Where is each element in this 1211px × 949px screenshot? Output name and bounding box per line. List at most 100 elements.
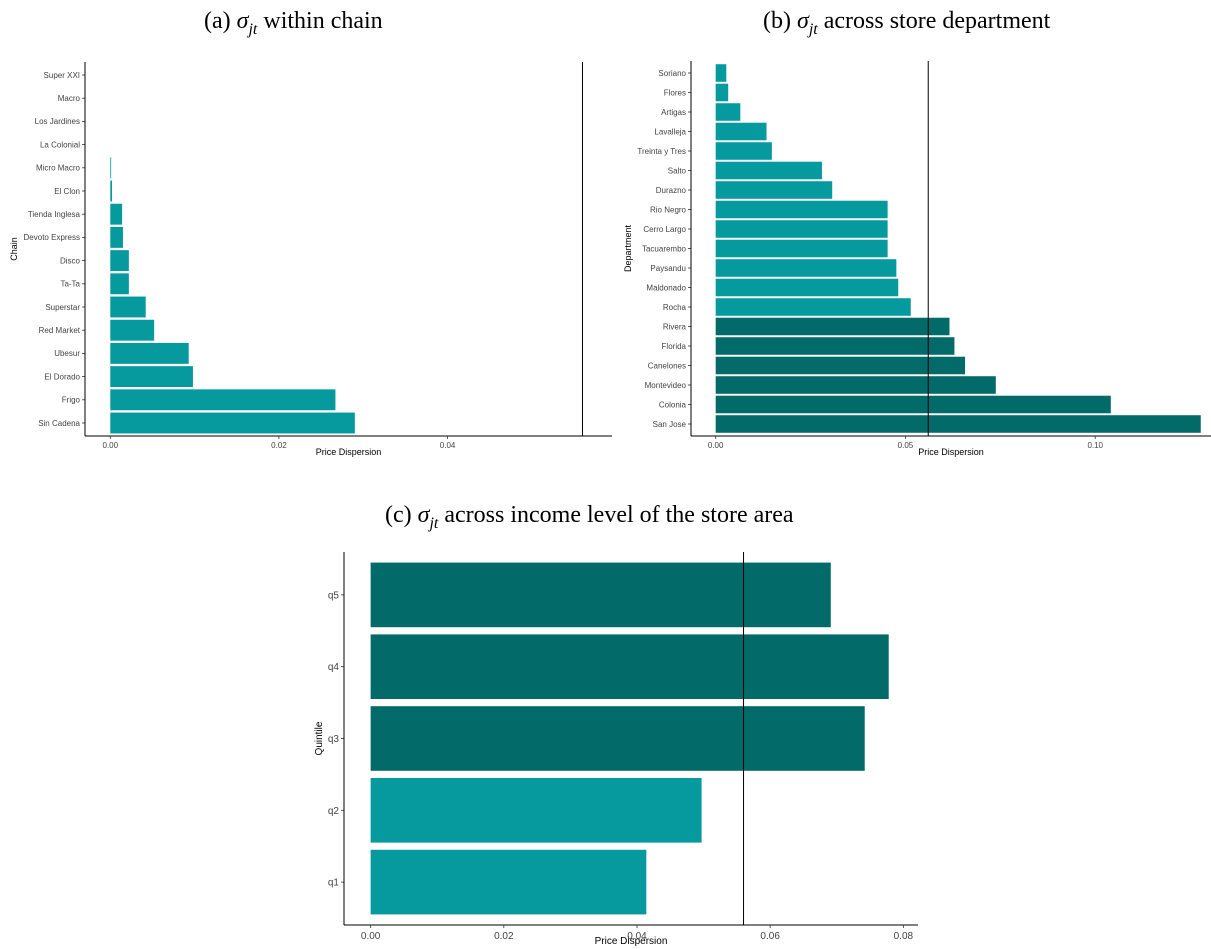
bar-montevideo (715, 376, 996, 394)
y-tick-label: Maldonado (646, 283, 686, 292)
bar-sin-cadena (110, 412, 355, 434)
y-tick-label: Durazno (656, 186, 687, 195)
x-axis-title: Price Dispersion (316, 447, 382, 457)
y-tick-label: Paysandu (650, 264, 686, 273)
y-tick-label: Rivera (663, 322, 687, 331)
bar-maldonado (715, 278, 899, 297)
panel-a-title-subscript: jt (248, 20, 258, 38)
y-tick-label: San Jose (653, 420, 687, 429)
x-tick-label: 0.10 (1087, 441, 1103, 450)
bar-colonia (715, 395, 1111, 414)
x-tick-label: 0.04 (440, 441, 456, 450)
bar-soriano (715, 64, 727, 82)
bar-artigas (715, 103, 741, 121)
y-tick-label: Soriano (658, 69, 686, 78)
y-tick-label: Sin Cadena (38, 419, 80, 428)
bar-superstar (110, 296, 146, 318)
x-tick-label: 0.05 (898, 441, 914, 450)
chart-panel-c: q5 q4 q3 q2 q1 0.00 0.02 0.04 0.06 0.08 Price Disp… (314, 552, 918, 947)
x-axis-title: Price Dispersion (595, 936, 668, 947)
y-tick-label: El Dorado (44, 372, 80, 381)
panel-a-title-suffix: within chain (257, 8, 383, 34)
bar-ubesur (110, 342, 189, 364)
bar-frigo (110, 389, 336, 411)
x-tick-label: 0.06 (760, 931, 780, 942)
bar-devoto-express (110, 226, 123, 248)
bar-red-market (110, 319, 155, 341)
panel-c-title-subscript: jt (429, 514, 439, 532)
panel-c-title-prefix: (c) (385, 502, 418, 528)
bar-cerro-largo (715, 220, 888, 238)
y-tick-label: Colonia (659, 400, 687, 409)
bar-disco (110, 250, 129, 272)
y-tick-label: Devoto Express (24, 233, 80, 242)
x-axis-title: Price Dispersion (918, 447, 984, 457)
y-tick-label: Cerro Largo (643, 225, 686, 234)
panel-b-title-prefix: (b) (763, 8, 797, 34)
bar-q4 (370, 634, 889, 700)
y-tick-label: Ta-Ta (60, 280, 80, 289)
chart-panel-a: Super XXI Macro Los Jardines La Colonial Mic… (9, 62, 612, 457)
y-tick-label: El Clon (54, 187, 80, 196)
y-tick-label: Canelones (648, 361, 686, 370)
panel-a-title-symbol: σ (236, 8, 249, 34)
bar-salto (715, 161, 822, 180)
y-tick-label: q4 (328, 662, 340, 673)
bar-rio-negro (715, 200, 888, 219)
panel-b-title-suffix: across store department (817, 8, 1051, 34)
x-tick-label: 0.00 (103, 441, 119, 450)
x-tick-label: 0.08 (894, 931, 914, 942)
panel-c-title: (c) σjt across income level of the store… (385, 502, 794, 533)
x-tick-label: 0.00 (361, 931, 381, 942)
y-tick-label: Superstar (45, 303, 80, 312)
bar-q1 (370, 849, 647, 915)
x-tick-label: 0.02 (271, 441, 287, 450)
y-tick-label: Treinta y Tres (637, 147, 686, 156)
panel-c-title-suffix: across income level of the store area (438, 502, 794, 528)
bar-san-jose (715, 415, 1201, 433)
bar-q3 (370, 706, 865, 771)
panel-a-title-prefix: (a) (204, 8, 237, 34)
bar-rivera (715, 317, 950, 336)
bar-paysandu (715, 259, 897, 277)
bar-durazno (715, 181, 833, 199)
panel-b-title-symbol: σ (796, 8, 809, 34)
y-tick-label: Frigo (62, 396, 81, 405)
y-tick-label: q2 (328, 806, 340, 817)
x-tick-label: 0.00 (708, 441, 724, 450)
y-tick-label: Artigas (661, 108, 686, 117)
y-tick-label: Red Market (39, 326, 81, 335)
bar-tacuarembo (715, 239, 888, 258)
y-axis-title: Department (623, 224, 633, 272)
y-tick-label: Montevideo (645, 381, 687, 390)
y-tick-label: Ubesur (54, 349, 80, 358)
y-tick-label: Florida (662, 342, 687, 351)
y-tick-label: Rio Negro (650, 205, 687, 214)
y-tick-label: Tacuarembo (642, 244, 687, 253)
bar-rocha (715, 298, 911, 316)
panel-b-title: (b) σjt across store department (763, 8, 1050, 39)
x-tick-label: 0.02 (494, 931, 514, 942)
y-axis-title: Quintile (314, 721, 325, 755)
panel-c-title-symbol: σ (417, 502, 430, 528)
bar-q2 (370, 777, 702, 843)
y-tick-label: q3 (328, 734, 340, 745)
bar-el-clon (110, 180, 112, 202)
bar-tienda-inglesa (110, 203, 123, 225)
x-tick-label: 0.04 (627, 931, 647, 942)
panel-a-title: (a) σjt within chain (204, 8, 383, 39)
bar-q5 (370, 562, 831, 628)
y-tick-label: Super XXI (44, 71, 80, 80)
y-tick-label: Tienda Inglesa (28, 210, 81, 219)
y-tick-label: Micro Macro (36, 164, 81, 173)
chart-panel-b: Soriano Flores Artigas Lavalleja Treinta y T… (623, 61, 1211, 457)
bar-florida (715, 337, 955, 355)
bar-ta-ta (110, 273, 129, 295)
bar-micro-macro (110, 157, 112, 179)
y-tick-label: Disco (60, 256, 81, 265)
y-tick-label: Los Jardines (35, 117, 80, 126)
y-axis-title: Chain (9, 237, 19, 261)
bar-el-dorado (110, 366, 193, 388)
y-tick-label: La Colonial (40, 140, 80, 149)
y-tick-label: Lavalleja (654, 127, 686, 136)
